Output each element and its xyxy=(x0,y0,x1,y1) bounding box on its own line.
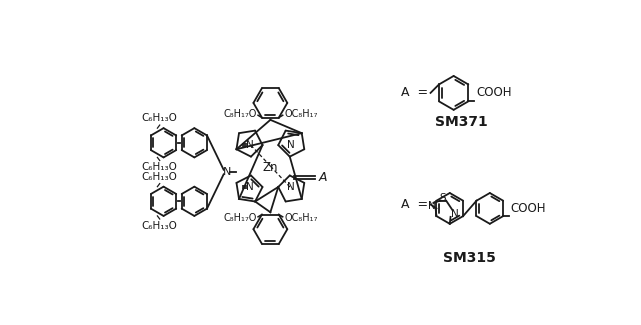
Text: C₆H₁₃O: C₆H₁₃O xyxy=(142,162,178,173)
Text: SM371: SM371 xyxy=(435,115,488,129)
Text: A  =: A = xyxy=(401,198,428,211)
Text: A: A xyxy=(319,171,327,184)
Text: N: N xyxy=(287,182,294,192)
Text: OC₈H₁₇: OC₈H₁₇ xyxy=(284,109,317,119)
Text: OC₈H₁₇: OC₈H₁₇ xyxy=(284,214,317,223)
Text: N: N xyxy=(247,140,254,150)
Text: Zn: Zn xyxy=(263,161,278,174)
Text: C₆H₁₃O: C₆H₁₃O xyxy=(142,221,178,231)
Text: N: N xyxy=(247,182,254,192)
Text: N: N xyxy=(287,140,294,150)
Text: S: S xyxy=(440,193,446,202)
Text: N: N xyxy=(428,201,436,211)
Text: N: N xyxy=(222,167,231,177)
Text: SM315: SM315 xyxy=(442,252,495,266)
Text: C₈H₁₇O: C₈H₁₇O xyxy=(223,109,256,119)
Text: A  =: A = xyxy=(401,86,428,99)
Text: N: N xyxy=(451,209,458,219)
Text: C₈H₁₇O: C₈H₁₇O xyxy=(223,214,256,223)
Text: COOH: COOH xyxy=(511,202,546,215)
Text: COOH: COOH xyxy=(476,86,512,99)
Text: C₆H₁₃O: C₆H₁₃O xyxy=(142,113,178,123)
Text: C₆H₁₃O: C₆H₁₃O xyxy=(142,172,178,182)
